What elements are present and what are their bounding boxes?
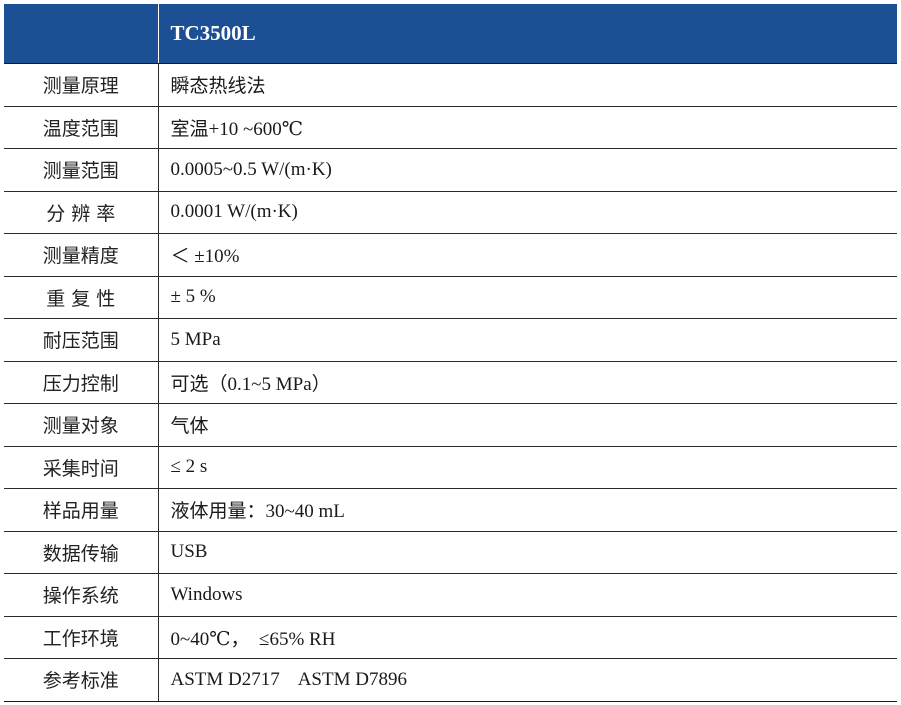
table-row: 采集时间 ≤ 2 s	[4, 446, 897, 489]
table-row: 参考标准 ASTM D2717 ASTM D7896	[4, 658, 897, 702]
spec-value: 气体	[158, 403, 897, 447]
table-row: 耐压范围 5 MPa	[4, 318, 897, 362]
spec-value: ＜ ±10%	[158, 233, 897, 277]
spec-value: 瞬态热线法	[158, 63, 897, 107]
table-row: 分 辨 率 0.0001 W/(m·K)	[4, 191, 897, 234]
model-name-header: TC3500L	[158, 4, 897, 64]
table-row: 工作环境 0~40℃， ≤65% RH	[4, 616, 897, 659]
spec-table: TC3500L 测量原理 瞬态热线法 温度范围 室温+10 ~600℃ 测量范围…	[4, 4, 897, 702]
table-header-row: TC3500L	[4, 4, 897, 64]
table-row: 数据传输 USB	[4, 531, 897, 574]
spec-label: 分 辨 率	[4, 191, 159, 234]
table-row: 操作系统 Windows	[4, 573, 897, 617]
spec-label: 测量范围	[4, 148, 159, 192]
spec-label: 样品用量	[4, 488, 159, 532]
table-row: 重 复 性 ± 5 %	[4, 276, 897, 319]
spec-value: 可选（0.1~5 MPa）	[158, 361, 897, 404]
spec-value: 5 MPa	[158, 318, 897, 362]
table-row: 测量精度 ＜ ±10%	[4, 233, 897, 277]
table-row: 测量范围 0.0005~0.5 W/(m·K)	[4, 148, 897, 192]
spec-label: 测量对象	[4, 403, 159, 447]
table-row: 温度范围 室温+10 ~600℃	[4, 106, 897, 149]
spec-value: USB	[158, 531, 897, 574]
spec-label: 参考标准	[4, 658, 159, 702]
spec-label: 温度范围	[4, 106, 159, 149]
table-row: 测量原理 瞬态热线法	[4, 63, 897, 107]
spec-label: 耐压范围	[4, 318, 159, 362]
table-row: 压力控制 可选（0.1~5 MPa）	[4, 361, 897, 404]
spec-label: 工作环境	[4, 616, 159, 659]
spec-value: 0~40℃， ≤65% RH	[158, 616, 897, 659]
spec-value: Windows	[158, 573, 897, 617]
spec-value: 0.0005~0.5 W/(m·K)	[158, 148, 897, 192]
spec-value: 液体用量：30~40 mL	[158, 488, 897, 532]
spec-value: 室温+10 ~600℃	[158, 106, 897, 149]
table-row: 样品用量 液体用量：30~40 mL	[4, 488, 897, 532]
spec-value: 0.0001 W/(m·K)	[158, 191, 897, 234]
spec-value: ± 5 %	[158, 276, 897, 319]
spec-label: 测量精度	[4, 233, 159, 277]
table-row: 测量对象 气体	[4, 403, 897, 447]
spec-label: 重 复 性	[4, 276, 159, 319]
header-blank-cell	[4, 4, 159, 64]
spec-value: ASTM D2717 ASTM D7896	[158, 658, 897, 702]
spec-label: 压力控制	[4, 361, 159, 404]
spec-label: 操作系统	[4, 573, 159, 617]
spec-label: 测量原理	[4, 63, 159, 107]
spec-label: 采集时间	[4, 446, 159, 489]
spec-value: ≤ 2 s	[158, 446, 897, 489]
spec-label: 数据传输	[4, 531, 159, 574]
